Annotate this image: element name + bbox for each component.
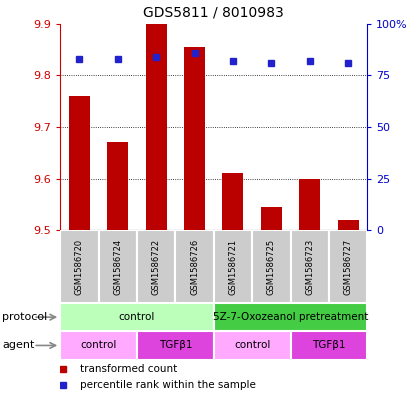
Text: GSM1586725: GSM1586725	[267, 239, 276, 295]
Bar	[137, 230, 176, 303]
Text: GSM1586724: GSM1586724	[113, 239, 122, 295]
Bar	[60, 303, 214, 331]
Bar	[99, 230, 137, 303]
Bar	[261, 207, 282, 230]
Bar	[214, 303, 367, 331]
Bar	[222, 173, 244, 230]
Bar	[60, 230, 99, 303]
Text: GSM1586722: GSM1586722	[151, 239, 161, 295]
Text: control: control	[81, 340, 117, 351]
Text: GSM1586727: GSM1586727	[344, 239, 353, 295]
Bar	[107, 142, 128, 230]
Bar	[329, 230, 367, 303]
Text: transformed count: transformed count	[80, 364, 177, 374]
Text: 5Z-7-Oxozeanol pretreatment: 5Z-7-Oxozeanol pretreatment	[213, 312, 368, 322]
Title: GDS5811 / 8010983: GDS5811 / 8010983	[143, 6, 284, 20]
Text: control: control	[234, 340, 270, 351]
Bar	[337, 220, 359, 230]
Bar	[290, 230, 329, 303]
Bar	[290, 331, 367, 360]
Bar	[60, 331, 137, 360]
Text: agent: agent	[2, 340, 34, 351]
Bar	[184, 47, 205, 230]
Text: control: control	[119, 312, 155, 322]
Bar	[146, 24, 167, 230]
Text: GSM1586720: GSM1586720	[75, 239, 84, 295]
Text: GSM1586723: GSM1586723	[305, 239, 314, 295]
Bar	[252, 230, 290, 303]
Bar	[299, 178, 320, 230]
Text: TGFβ1: TGFβ1	[312, 340, 346, 351]
Bar	[69, 96, 90, 230]
Text: protocol: protocol	[2, 312, 47, 322]
Text: percentile rank within the sample: percentile rank within the sample	[80, 380, 256, 390]
Text: GSM1586721: GSM1586721	[228, 239, 237, 295]
Text: GSM1586726: GSM1586726	[190, 239, 199, 295]
Bar	[214, 331, 290, 360]
Bar	[214, 230, 252, 303]
Text: TGFβ1: TGFβ1	[159, 340, 192, 351]
Bar	[137, 331, 214, 360]
Bar	[175, 230, 214, 303]
